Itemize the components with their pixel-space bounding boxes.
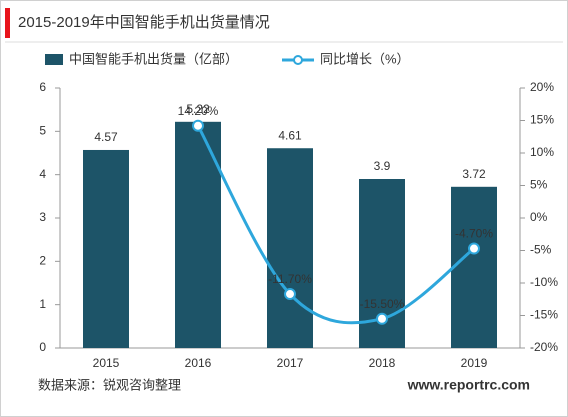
bar-label: 4.61 bbox=[278, 128, 302, 142]
bar bbox=[451, 186, 497, 348]
line-marker bbox=[468, 242, 480, 255]
y2-tick-label: -20% bbox=[530, 340, 558, 354]
bar-label: 5.22 bbox=[186, 102, 210, 116]
y-tick-label: 0 bbox=[39, 340, 46, 354]
x-tick-label: 2015 bbox=[93, 356, 120, 370]
y2-tick-label: 5% bbox=[530, 178, 548, 192]
bar-label: 3.72 bbox=[462, 167, 486, 181]
line-marker bbox=[192, 119, 204, 132]
line-marker bbox=[284, 288, 296, 301]
bar-label: 4.57 bbox=[94, 130, 118, 144]
x-tick-label: 2017 bbox=[277, 356, 304, 370]
line-label: -11.70% bbox=[268, 272, 312, 286]
line bbox=[196, 124, 475, 325]
y2-tick-label: 15% bbox=[530, 113, 554, 127]
y2-tick-label: 20% bbox=[530, 80, 554, 94]
line-label: -4.70% bbox=[455, 227, 493, 241]
legend-label: 同比增长（%） bbox=[320, 51, 410, 66]
bar bbox=[83, 149, 129, 348]
legend-label: 中国智能手机出货量（亿部） bbox=[69, 51, 238, 66]
y2-tick-label: -5% bbox=[530, 243, 552, 257]
y-tick-label: 1 bbox=[39, 297, 46, 311]
line-label: -15.50% bbox=[360, 297, 405, 311]
x-tick-label: 2018 bbox=[369, 356, 396, 370]
y-tick-label: 3 bbox=[39, 210, 46, 224]
line-label: 14.20% bbox=[178, 104, 219, 118]
y-tick-label: 5 bbox=[39, 124, 46, 138]
line-marker bbox=[376, 312, 388, 325]
bar bbox=[267, 148, 313, 348]
source: 数据来源：锐观咨询整理 bbox=[38, 377, 181, 392]
bar-label: 3.9 bbox=[374, 159, 391, 173]
legend-marker bbox=[293, 55, 303, 65]
legend-swatch bbox=[45, 54, 63, 65]
website: www.reportrc.com bbox=[407, 377, 530, 393]
chart-title: 2015-2019年中国智能手机出货量情况 bbox=[18, 13, 270, 31]
y-tick-label: 4 bbox=[39, 167, 46, 181]
title-accent bbox=[5, 8, 10, 38]
x-tick-label: 2019 bbox=[461, 356, 488, 370]
y2-tick-label: 0% bbox=[530, 210, 548, 224]
y2-tick-label: -10% bbox=[530, 275, 558, 289]
y-tick-label: 6 bbox=[39, 80, 46, 94]
y2-tick-label: -15% bbox=[530, 308, 558, 322]
y-tick-label: 2 bbox=[39, 254, 46, 268]
y2-tick-label: 10% bbox=[530, 145, 554, 159]
x-tick-label: 2016 bbox=[185, 356, 212, 370]
